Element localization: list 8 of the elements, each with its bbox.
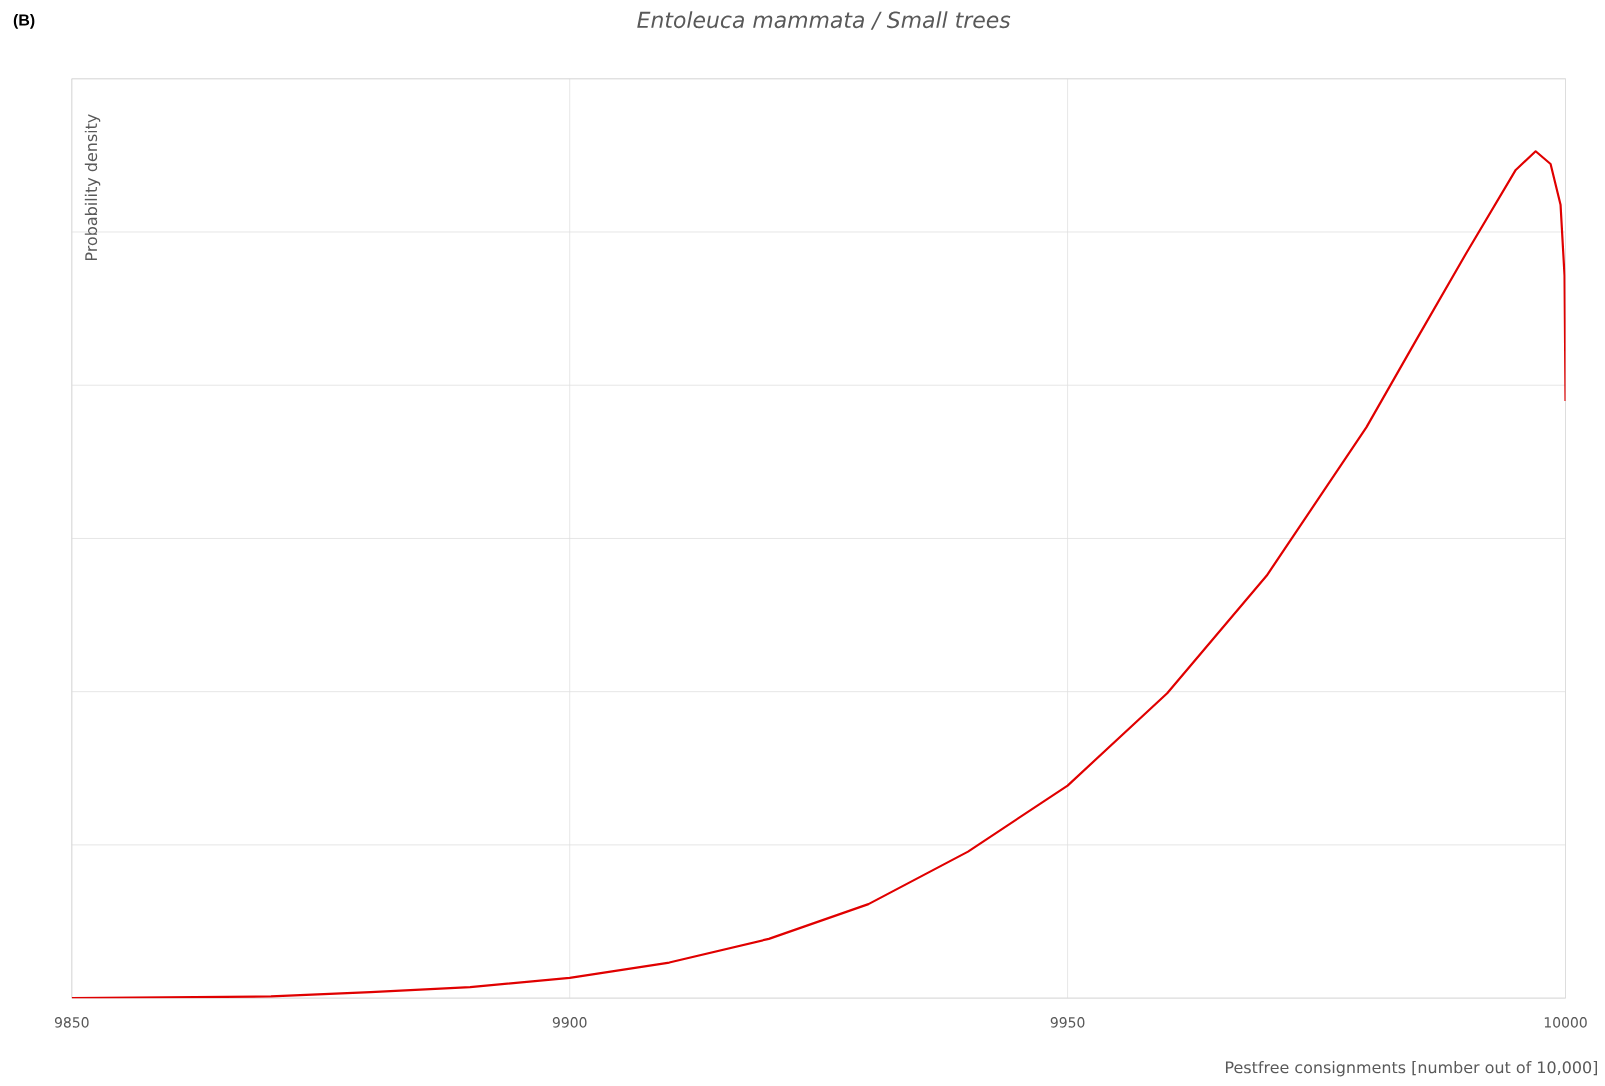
x-tick-label: 10000 bbox=[1544, 1017, 1587, 1028]
x-tick-label: 9950 bbox=[1050, 1017, 1085, 1028]
chart-title: Entoleuca mammata / Small trees bbox=[637, 11, 1011, 30]
x-axis-title: Pestfree consignments [number out of 10,000] bbox=[1225, 1061, 1597, 1077]
y-axis-title: Probability density bbox=[84, 114, 101, 261]
text: (B) bbox=[13, 14, 35, 29]
x-tick-label: 9900 bbox=[552, 1017, 587, 1028]
x-tick-label: 9850 bbox=[54, 1017, 89, 1028]
